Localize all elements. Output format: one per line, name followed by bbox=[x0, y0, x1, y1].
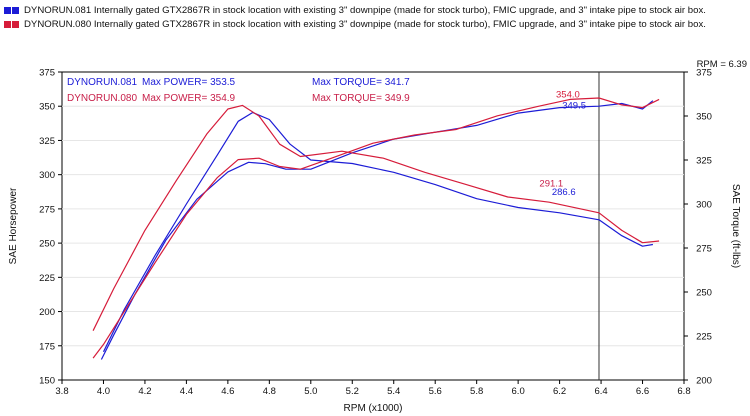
rpm-readout: RPM = 6.39 bbox=[697, 59, 747, 70]
y-axis-right: 200 225 250 275 300 325 350 375 bbox=[684, 68, 712, 387]
stat-run-080: DYNORUN.080 bbox=[67, 93, 137, 104]
x-tick-label: 6.0 bbox=[512, 386, 525, 397]
series-line-dynorun-080-torque bbox=[92, 104, 660, 331]
x-axis: 3.8 4.0 4.2 4.4 4.6 4.8 5.0 5.2 5.4 5.6 5.8 6.0 6.2 6… bbox=[55, 380, 691, 397]
series-group bbox=[92, 97, 660, 360]
stat-max-torque-080: Max TORQUE= 349.9 bbox=[312, 93, 410, 104]
stats-box: DYNORUN.081 Max POWER= 353.5 Max TORQUE=… bbox=[67, 77, 410, 104]
y2-tick-label: 200 bbox=[696, 376, 712, 387]
y2-tick-label: 250 bbox=[696, 288, 712, 299]
y2-axis-title: SAE Torque (ft-lbs) bbox=[730, 184, 741, 268]
y-tick-label: 250 bbox=[39, 239, 55, 250]
series-line-dynorun-081-power bbox=[100, 100, 654, 360]
stat-max-power-080: Max POWER= 354.9 bbox=[142, 93, 236, 104]
y2-tick-label: 275 bbox=[696, 244, 712, 255]
data-label: 349.5 bbox=[562, 100, 586, 111]
series-line-dynorun-080-power bbox=[92, 97, 660, 359]
y2-tick-label: 300 bbox=[696, 200, 712, 211]
data-label: 354.0 bbox=[556, 89, 580, 100]
stat-max-power-081: Max POWER= 353.5 bbox=[142, 77, 236, 88]
x-tick-label: 4.2 bbox=[138, 386, 151, 397]
y-tick-label: 325 bbox=[39, 136, 55, 147]
y-tick-label: 275 bbox=[39, 204, 55, 215]
stat-run-081: DYNORUN.081 bbox=[67, 77, 137, 88]
x-tick-label: 5.0 bbox=[304, 386, 317, 397]
x-tick-label: 5.6 bbox=[429, 386, 442, 397]
x-tick-label: 5.8 bbox=[470, 386, 483, 397]
stat-max-torque-081: Max TORQUE= 341.7 bbox=[312, 77, 410, 88]
x-tick-label: 4.6 bbox=[221, 386, 234, 397]
legend-item-run-081: DYNORUN.081 Internally gated GTX2867R in… bbox=[4, 3, 706, 17]
data-label: 286.6 bbox=[552, 187, 576, 198]
plot-area bbox=[61, 71, 685, 381]
y-axis-left: 150 175 200 225 250 275 300 325 350 375 bbox=[39, 68, 62, 387]
legend-swatch-icon bbox=[12, 20, 19, 28]
x-tick-label: 4.8 bbox=[263, 386, 276, 397]
legend-run-name: DYNORUN.081 bbox=[24, 4, 92, 16]
data-label: 291.1 bbox=[539, 178, 563, 189]
x-axis-title: RPM (x1000) bbox=[344, 403, 403, 414]
x-tick-label: 6.2 bbox=[553, 386, 566, 397]
y-tick-label: 375 bbox=[39, 68, 55, 79]
y2-tick-label: 325 bbox=[696, 156, 712, 167]
legend-description: Internally gated GTX2867R in stock locat… bbox=[93, 18, 706, 30]
legend-description: Internally gated GTX2867R in stock locat… bbox=[93, 4, 706, 16]
y-tick-label: 350 bbox=[39, 102, 55, 113]
x-tick-label: 4.4 bbox=[180, 386, 193, 397]
x-tick-label: 6.4 bbox=[594, 386, 607, 397]
legend-swatch-icon bbox=[4, 20, 11, 28]
y-tick-label: 225 bbox=[39, 273, 55, 284]
y-tick-label: 175 bbox=[39, 341, 55, 352]
legend-swatch-icon bbox=[4, 6, 11, 14]
y2-tick-label: 350 bbox=[696, 112, 712, 123]
y2-tick-label: 225 bbox=[696, 332, 712, 343]
x-tick-label: 5.2 bbox=[346, 386, 359, 397]
x-tick-label: 6.6 bbox=[636, 386, 649, 397]
x-tick-label: 4.0 bbox=[97, 386, 110, 397]
legend-item-run-080: DYNORUN.080 Internally gated GTX2867R in… bbox=[4, 17, 706, 31]
y-tick-label: 150 bbox=[39, 376, 55, 387]
legend-run-name: DYNORUN.080 bbox=[24, 18, 92, 30]
x-tick-label: 3.8 bbox=[55, 386, 68, 397]
legend-swatch-icon bbox=[12, 6, 19, 14]
series-line-dynorun-081-torque bbox=[102, 111, 653, 353]
y2-tick-label: 375 bbox=[696, 68, 712, 79]
y-axis-title: SAE Horsepower bbox=[8, 187, 19, 264]
y-tick-label: 200 bbox=[39, 307, 55, 318]
grid-lines bbox=[62, 105, 684, 347]
x-tick-label: 6.8 bbox=[677, 386, 690, 397]
x-tick-label: 5.4 bbox=[387, 386, 400, 397]
y-tick-label: 300 bbox=[39, 170, 55, 181]
